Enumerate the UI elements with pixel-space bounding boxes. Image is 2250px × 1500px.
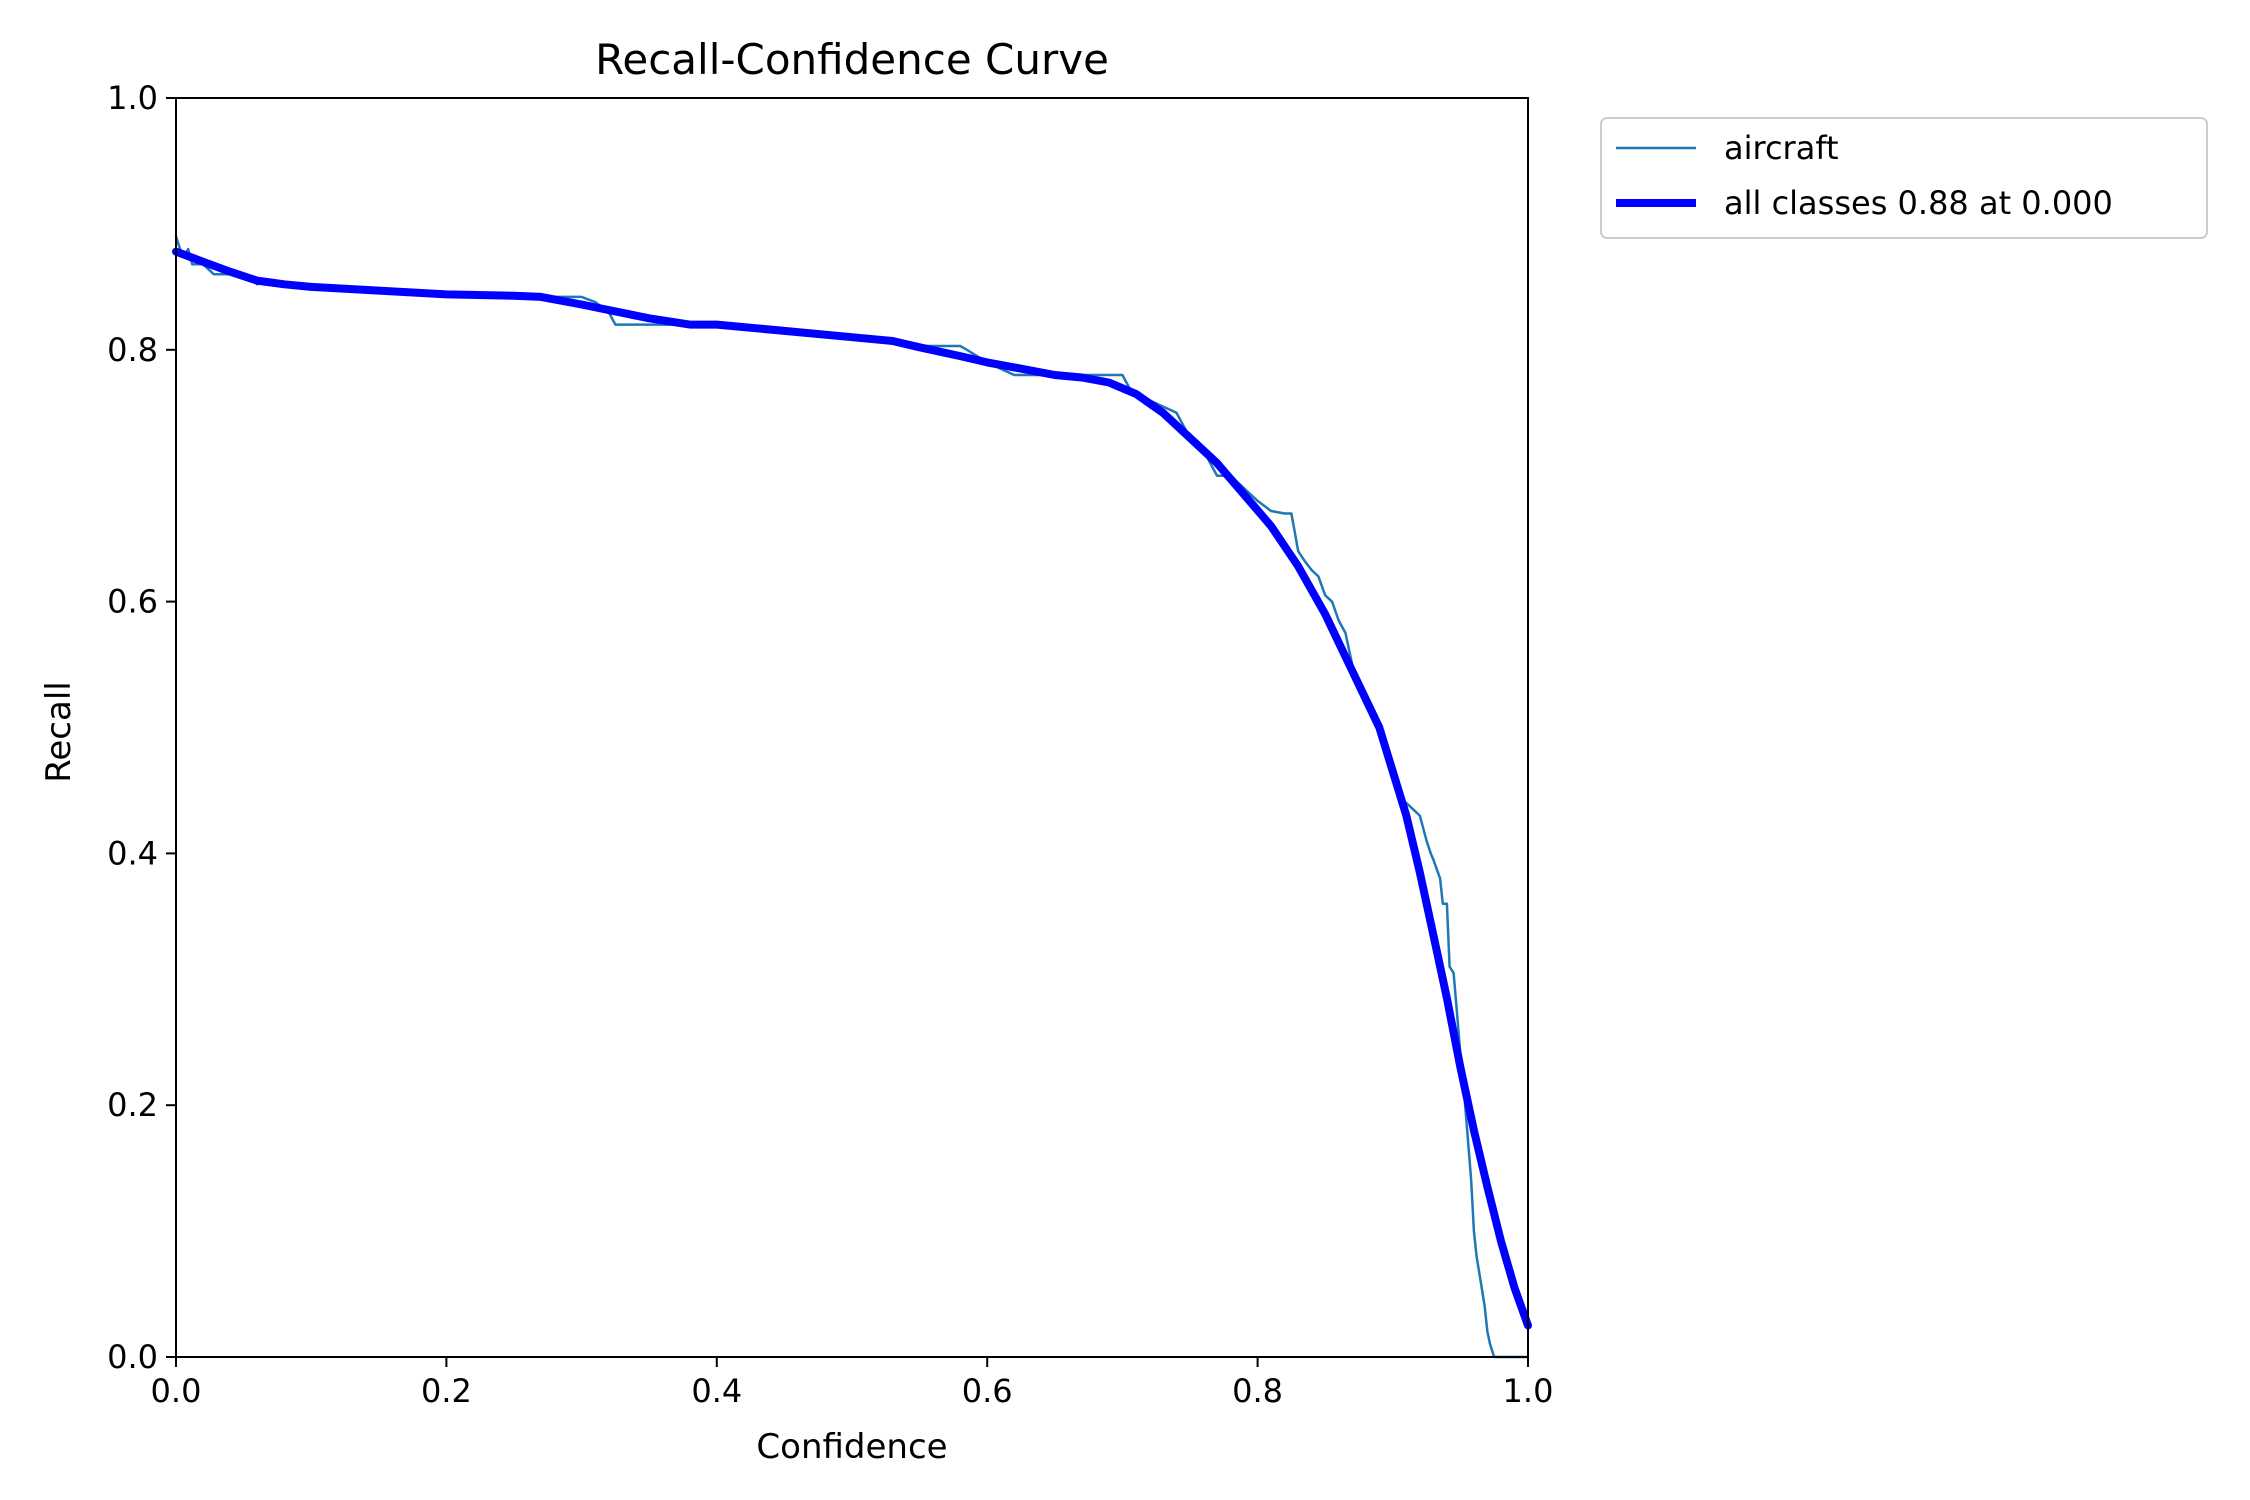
plot-series	[172, 235, 1532, 1359]
x-axis-label: Confidence	[756, 1427, 947, 1467]
x-tick-label: 0.4	[691, 1372, 742, 1410]
x-axis-ticks: 0.0 0.2 0.4 0.6 0.8 1.0	[151, 1357, 1554, 1410]
y-axis-label: Recall	[39, 681, 79, 782]
x-tick-label: 0.0	[151, 1372, 202, 1410]
y-tick-label: 0.6	[107, 583, 158, 621]
legend-label-all-classes: all classes 0.88 at 0.000	[1724, 184, 2113, 222]
legend: aircraft all classes 0.88 at 0.000	[1600, 117, 2208, 239]
x-tick-label: 0.8	[1232, 1372, 1283, 1410]
plot-frame	[175, 97, 1529, 1358]
y-tick-label: 1.0	[107, 79, 158, 117]
chart-title: Recall-Confidence Curve	[595, 35, 1109, 84]
legend-label-aircraft: aircraft	[1724, 129, 1839, 167]
x-tick-label: 0.6	[962, 1372, 1013, 1410]
legend-box	[1600, 117, 2208, 239]
y-tick-label: 0.2	[107, 1086, 158, 1124]
series-line-all-classes	[172, 247, 1532, 1330]
y-tick-label: 0.4	[107, 834, 158, 872]
y-axis-ticks: 0.0 0.2 0.4 0.6 0.8 1.0	[107, 79, 176, 1376]
y-tick-label: 0.0	[107, 1338, 158, 1376]
y-tick-label: 0.8	[107, 331, 158, 369]
x-tick-label: 0.2	[421, 1372, 472, 1410]
x-tick-label: 1.0	[1503, 1372, 1554, 1410]
